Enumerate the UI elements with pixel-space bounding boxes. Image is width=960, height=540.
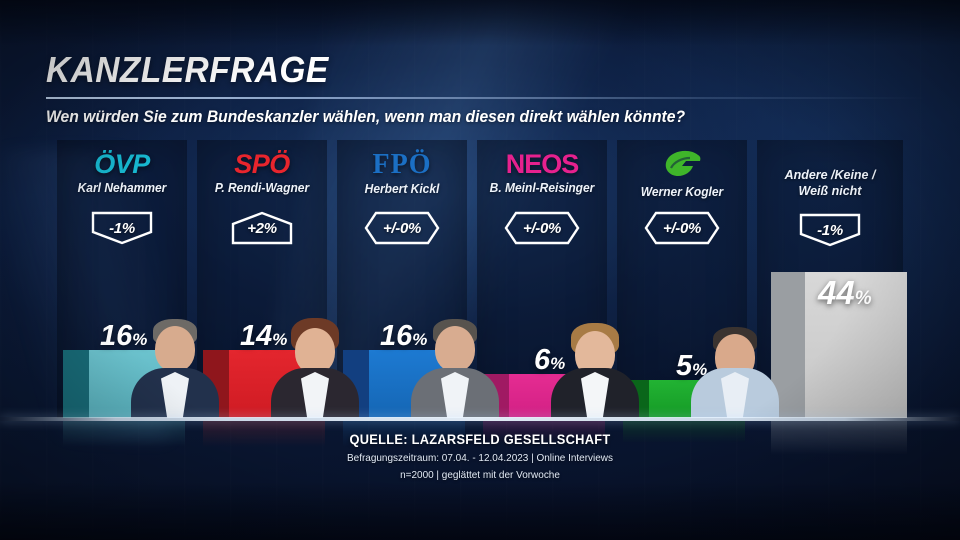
change-badge-spo: +2% [230, 210, 294, 246]
page-title: KANZLERFRAGE [46, 49, 329, 90]
bar-andere [771, 272, 907, 418]
badge-shape-up-icon [231, 211, 293, 245]
reflection-ovp [63, 421, 185, 447]
bar-face-andere [805, 272, 907, 418]
bar-side-ovp [63, 350, 89, 418]
reflection-andere [771, 421, 907, 455]
panel-head-fpo: FPÖ Herbert Kickl [337, 149, 467, 197]
candidate-name-spo: P. Rendi-Wagner [214, 181, 310, 196]
value-unit-fpo: % [412, 330, 428, 349]
change-badge-fpo: +/-0% [363, 210, 441, 246]
value-label-neos: 6% [534, 346, 565, 375]
reflection-fpo [343, 421, 465, 447]
candidate-name-ovp: Karl Nehammer [77, 181, 167, 196]
title-divider [46, 97, 926, 99]
source-label: QUELLE: LAZARSFELD GESELLSCHAFT [349, 432, 611, 447]
candidate-name-fpo: Herbert Kickl [364, 182, 440, 197]
reflection-neos [483, 421, 605, 443]
portrait-kickl [407, 319, 503, 418]
panel-head-neos: NEOS B. Meinl-Reisinger [477, 149, 607, 196]
top-gradient [0, 0, 960, 46]
portrait-nehammer [127, 319, 223, 418]
value-num-fpo: 16 [380, 320, 413, 352]
value-label-andere: 44% [818, 276, 872, 309]
portrait-head [155, 326, 195, 372]
reflection-gruene [623, 421, 745, 443]
survey-meta-line1: Befragungszeitraum: 07.04. - 12.04.2023 … [347, 452, 613, 464]
value-label-fpo: 16% [380, 322, 427, 351]
logo-ovp: ÖVP [94, 149, 150, 179]
portrait-rendi-wagner [267, 318, 363, 418]
change-badge-andere: -1% [798, 212, 862, 248]
candidate-name-neos: B. Meinl-Reisinger [489, 181, 595, 196]
change-badge-ovp: -1% [90, 210, 154, 246]
portrait-meinl-reisinger [547, 323, 643, 418]
value-unit-ovp: % [132, 330, 148, 349]
value-unit-gruene: % [692, 360, 708, 379]
logo-gruene-icon [617, 150, 747, 180]
value-label-gruene: 5% [676, 352, 707, 381]
change-badge-gruene: +/-0% [643, 210, 721, 246]
change-value-gruene: +/-0% [662, 219, 702, 237]
portrait-head [295, 328, 335, 374]
panel-head-andere: Andere /Keine / Weiß nicht [757, 164, 903, 200]
change-value-neos: +/-0% [522, 219, 562, 237]
value-num-ovp: 16 [100, 320, 133, 352]
badge-shape-down-icon [91, 211, 153, 245]
footer: QUELLE: LAZARSFELD GESELLSCHAFT Befragun… [0, 432, 960, 484]
badge-shape-flat-icon [364, 211, 440, 245]
candidate-name-gruene: Werner Kogler [640, 185, 724, 199]
change-value-fpo: +/-0% [382, 219, 422, 237]
floor-reflection [0, 421, 960, 471]
floor-line [0, 417, 960, 421]
value-label-spo: 14% [240, 322, 287, 351]
badge-shape-down-icon [799, 213, 861, 247]
value-num-gruene: 5 [676, 350, 693, 382]
other-label-line2: Weiß nicht [798, 183, 862, 199]
value-num-spo: 14 [240, 320, 273, 352]
bar-chart: 16% 14% 16% 6% 5% [63, 272, 907, 418]
header: KANZLERFRAGE Wen würden Sie zum Bundeska… [46, 52, 926, 127]
value-unit-andere: % [854, 288, 872, 309]
value-num-andere: 44 [818, 274, 855, 311]
bottom-gradient [0, 482, 960, 540]
portrait-kogler [687, 327, 783, 418]
survey-meta-line2: n=2000 | geglättet mit der Vorwoche [400, 468, 560, 481]
logo-neos: NEOS [505, 149, 580, 179]
change-badge-neos: +/-0% [503, 210, 581, 246]
value-unit-spo: % [272, 330, 288, 349]
value-label-ovp: 16% [100, 322, 147, 351]
panel-head-spo: SPÖ P. Rendi-Wagner [197, 149, 327, 196]
logo-spo: SPÖ [234, 149, 290, 179]
panel-head-gruene: Werner Kogler [617, 150, 747, 199]
change-value-spo: +2% [247, 219, 277, 237]
badge-shape-flat-icon [504, 211, 580, 245]
badge-shape-flat-icon [644, 211, 720, 245]
logo-fpo: FPÖ [372, 149, 432, 180]
change-value-ovp: -1% [109, 219, 135, 237]
other-label-line1: Andere /Keine / [784, 167, 876, 182]
change-value-andere: -1% [817, 221, 843, 239]
value-unit-neos: % [550, 354, 566, 373]
portrait-head [435, 326, 475, 372]
value-num-neos: 6 [534, 344, 551, 376]
page-subtitle: Wen würden Sie zum Bundeskanzler wählen,… [46, 108, 686, 126]
panel-head-ovp: ÖVP Karl Nehammer [57, 149, 187, 196]
reflection-spo [203, 421, 325, 447]
